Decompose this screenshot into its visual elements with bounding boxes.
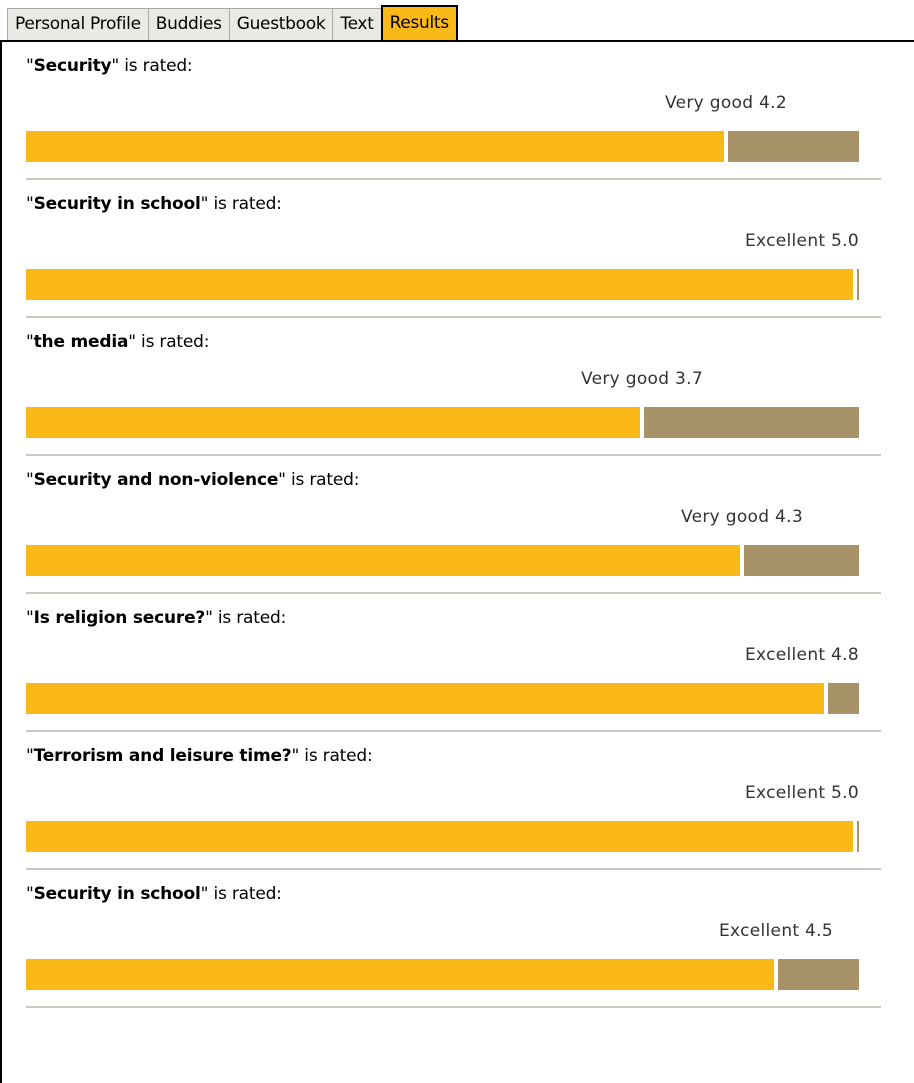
rated-suffix: " is rated: <box>205 608 287 628</box>
rating-heading: "Terrorism and leisure time?" is rated: <box>26 746 373 766</box>
rating-item: "Security and non-violence" is rated: Ver… <box>26 456 881 594</box>
open-quote: " <box>26 194 34 214</box>
rated-suffix: " is rated: <box>128 332 210 352</box>
divider <box>26 178 881 180</box>
rating-bar-fill <box>26 821 854 852</box>
rating-bar-remainder <box>728 131 859 162</box>
results-panel: "Security" is rated: Very good 4.2 "Securi… <box>0 42 912 1083</box>
rating-bar <box>26 269 859 300</box>
rating-title: Is religion secure? <box>33 608 206 628</box>
rating-score: Excellent 4.5 <box>719 921 833 941</box>
divider <box>26 730 881 732</box>
rating-score: Very good 3.7 <box>581 369 703 389</box>
rating-bar-remainder <box>857 269 859 300</box>
rating-bar-gap <box>740 545 744 576</box>
tab-guestbook[interactable]: Guestbook <box>228 8 333 40</box>
rating-heading: "Is religion secure?" is rated: <box>26 608 286 628</box>
divider <box>26 454 881 456</box>
tab-personal-profile[interactable]: Personal Profile <box>7 8 148 40</box>
rating-title: Terrorism and leisure time? <box>33 746 292 766</box>
rating-bar-fill <box>26 959 774 990</box>
rating-title: Security and non-violence <box>33 470 279 490</box>
rating-score: Very good 4.3 <box>681 507 803 527</box>
tab-buddies[interactable]: Buddies <box>147 8 229 40</box>
divider <box>26 1006 881 1008</box>
rating-bar-gap <box>640 407 644 438</box>
rating-heading: "Security in school" is rated: <box>26 884 282 904</box>
rating-score: Very good 4.2 <box>665 93 787 113</box>
divider <box>26 316 881 318</box>
tab-list: Personal Profile Buddies Guestbook Text … <box>7 5 458 40</box>
tab-underline <box>0 40 914 42</box>
rating-heading: "Security" is rated: <box>26 56 193 76</box>
rating-bar <box>26 959 859 990</box>
rating-bar-fill <box>26 131 724 162</box>
rating-item: "Is religion secure?" is rated: Excellent… <box>26 594 881 732</box>
rating-bar-fill <box>26 407 640 438</box>
rating-bar <box>26 407 859 438</box>
divider <box>26 592 881 594</box>
rating-title: Security <box>33 56 112 76</box>
rating-bar-gap <box>824 683 828 714</box>
rating-bar-remainder <box>644 407 859 438</box>
rating-bar <box>26 683 859 714</box>
rating-heading: "the media" is rated: <box>26 332 209 352</box>
tab-text[interactable]: Text <box>332 8 381 40</box>
rating-item: "Security in school" is rated: Excellent … <box>26 870 881 1008</box>
rating-bar-gap <box>853 821 858 852</box>
rating-bar-fill <box>26 545 740 576</box>
open-quote: " <box>26 608 34 628</box>
rated-suffix: " is rated: <box>111 56 193 76</box>
rating-bar-remainder <box>778 959 859 990</box>
divider <box>26 868 881 870</box>
rating-bar-remainder <box>828 683 859 714</box>
open-quote: " <box>26 470 34 490</box>
rating-item: "Security in school" is rated: Excellent … <box>26 180 881 318</box>
rating-item: "Terrorism and leisure time?" is rated: E… <box>26 732 881 870</box>
open-quote: " <box>26 746 34 766</box>
rating-bar <box>26 821 859 852</box>
rating-title: Security in school <box>33 884 201 904</box>
rating-bar-gap <box>853 269 858 300</box>
open-quote: " <box>26 56 34 76</box>
open-quote: " <box>26 332 34 352</box>
rated-suffix: " is rated: <box>278 470 360 490</box>
rating-bar-fill <box>26 683 824 714</box>
rating-score: Excellent 5.0 <box>745 783 859 803</box>
rating-title: the media <box>33 332 129 352</box>
rating-score: Excellent 4.8 <box>745 645 859 665</box>
rating-bar-remainder <box>744 545 859 576</box>
rating-bar <box>26 131 859 162</box>
rating-heading: "Security in school" is rated: <box>26 194 282 214</box>
rated-suffix: " is rated: <box>200 884 282 904</box>
tab-bar: Personal Profile Buddies Guestbook Text … <box>0 0 914 42</box>
rating-item: "the media" is rated: Very good 3.7 <box>26 318 881 456</box>
rating-item: "Security" is rated: Very good 4.2 <box>26 42 881 180</box>
rating-bar-gap <box>724 131 728 162</box>
rating-score: Excellent 5.0 <box>745 231 859 251</box>
rated-suffix: " is rated: <box>200 194 282 214</box>
tab-results[interactable]: Results <box>380 5 458 40</box>
rated-suffix: " is rated: <box>291 746 373 766</box>
rating-bar-gap <box>774 959 778 990</box>
open-quote: " <box>26 884 34 904</box>
rating-bar-remainder <box>857 821 859 852</box>
rating-bar <box>26 545 859 576</box>
rating-heading: "Security and non-violence" is rated: <box>26 470 359 490</box>
rating-bar-fill <box>26 269 854 300</box>
rating-title: Security in school <box>33 194 201 214</box>
